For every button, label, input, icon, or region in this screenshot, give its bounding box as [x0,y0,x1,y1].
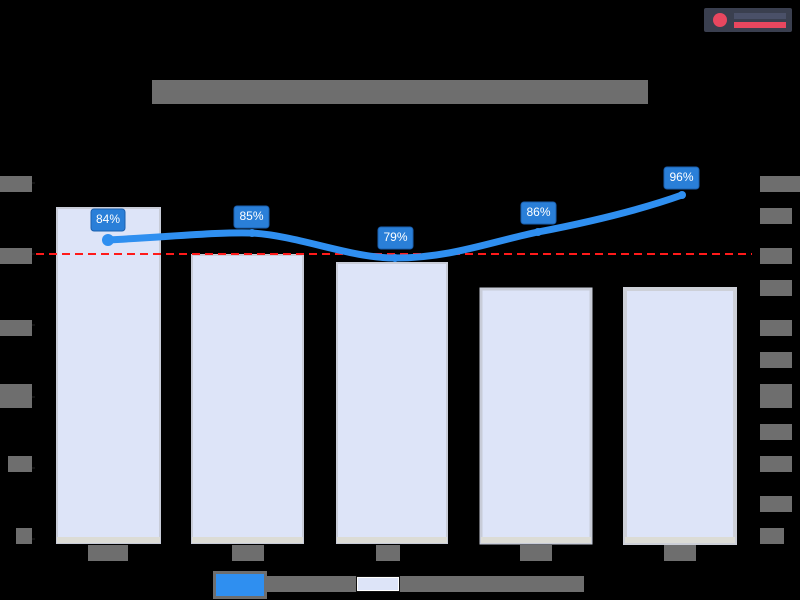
line-point-4 [534,228,542,236]
bar-5 [623,287,737,545]
line-point-3 [391,254,399,262]
chart-title [152,80,648,104]
right-axis-label [760,208,792,224]
left-axis-label [16,528,32,544]
legend-label-bar [400,576,584,592]
line-point-5 [678,191,686,199]
right-axis-label [760,424,792,440]
x-axis-label [664,545,696,561]
bar-1 [56,207,161,544]
left-axis-label [0,384,32,408]
left-axis-label [0,176,32,192]
x-axis-label [520,545,552,561]
right-axis-label [760,384,792,408]
left-axis-label [0,320,32,336]
left-axis-label [8,456,32,472]
right-axis-label [760,456,792,472]
bar-2 [191,254,304,544]
x-axis-label [376,545,400,561]
left-axis [29,182,35,540]
right-axis-label [760,352,792,368]
globe-icon [713,13,727,27]
data-labels [90,166,700,250]
right-axis-label [760,280,792,296]
line-point-1 [102,234,114,246]
data-label-5: 96% [669,170,694,184]
bar-3 [336,262,448,544]
brand-logo: EXPLORER [704,8,792,32]
right-axis-label [760,176,800,192]
bar-4 [479,287,593,545]
data-label-2: 85% [239,209,264,223]
legend-swatch-bar [356,576,400,592]
x-axis-label [232,545,264,561]
right-axis-label [760,320,792,336]
bar-series [56,207,737,545]
right-axis-label [760,528,784,544]
left-axis-label [0,248,32,264]
right-axis-label [760,496,792,512]
logo-text-bottom: EXPLORER [734,22,786,28]
legend-label-line [264,576,356,592]
line-point-2 [248,229,256,237]
right-axis-label [760,248,792,264]
x-axis-label [88,545,128,561]
data-label-4: 86% [526,205,551,219]
legend-swatch-line [213,571,267,599]
data-label-3: 79% [383,230,408,244]
data-label-1: 84% [95,212,121,226]
logo-text-top [734,13,786,19]
line-series [102,191,686,262]
